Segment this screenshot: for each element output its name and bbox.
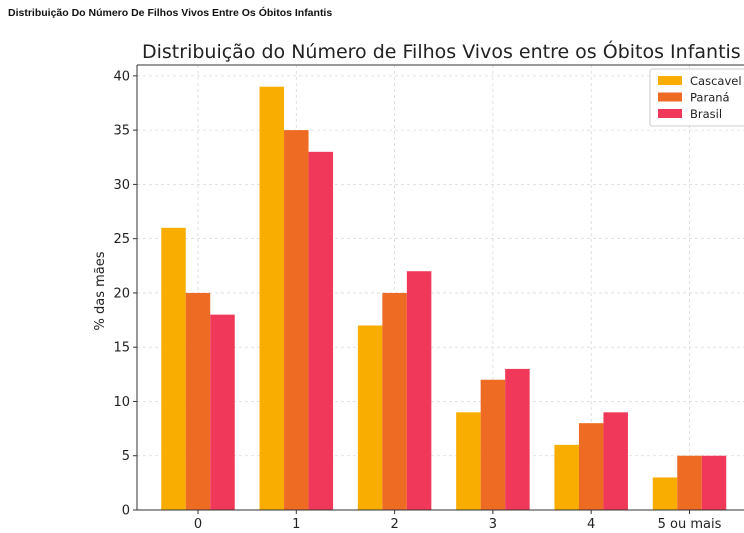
legend-label: Brasil xyxy=(690,107,722,121)
bar-paran--1 xyxy=(284,130,309,510)
legend-label: Cascavel xyxy=(690,74,742,88)
bars xyxy=(161,86,727,511)
bar-brasil-5-ou-mais xyxy=(701,455,727,510)
legend-label: Paraná xyxy=(690,91,730,105)
page-header: Distribuição Do Número De Filhos Vivos E… xyxy=(8,7,333,19)
axes: 0 5 10 15 20 25 30 35 40 0 1 2 3 4 5 ou mais xyxy=(113,64,744,532)
y-axis-label: % das mães xyxy=(93,251,108,330)
y-tick-label: 20 xyxy=(113,286,130,301)
x-tick-label: 0 xyxy=(194,517,202,532)
bar-paran--5-ou-mais xyxy=(677,455,702,510)
x-tick-label: 5 ou mais xyxy=(658,517,722,532)
x-tick-label: 3 xyxy=(489,517,497,532)
legend-swatch xyxy=(658,92,682,102)
bar-paran--3 xyxy=(480,379,506,510)
bar-brasil-4 xyxy=(603,412,628,510)
bar-paran--4 xyxy=(578,423,604,510)
y-tick-label: 40 xyxy=(113,69,130,84)
bar-paran--0 xyxy=(185,292,211,510)
bar-cascavel-0 xyxy=(161,227,186,510)
x-tick-label: 4 xyxy=(587,517,595,532)
bar-paran--2 xyxy=(382,292,407,510)
y-tick-label: 30 xyxy=(113,178,130,193)
y-tick-label: 25 xyxy=(113,232,130,247)
y-tick-label: 0 xyxy=(122,504,130,519)
y-tick-label: 35 xyxy=(113,124,130,139)
bar-brasil-3 xyxy=(505,368,530,510)
bar-cascavel-5-ou-mais xyxy=(652,477,678,510)
x-tick-label: 1 xyxy=(292,517,300,532)
chart-title: Distribuição do Número de Filhos Vivos e… xyxy=(142,39,741,63)
bar-brasil-2 xyxy=(406,271,432,510)
legend-swatch xyxy=(658,109,682,118)
y-tick-label: 10 xyxy=(113,395,130,410)
bar-cascavel-3 xyxy=(456,412,481,510)
bar-brasil-1 xyxy=(308,151,334,510)
bar-cascavel-1 xyxy=(259,86,285,511)
legend: Cascavel Paraná Brasil xyxy=(649,68,744,127)
y-tick-label: 15 xyxy=(113,341,130,356)
x-tick-label: 2 xyxy=(390,517,398,532)
bar-cascavel-4 xyxy=(554,444,579,510)
bar-brasil-0 xyxy=(210,314,235,510)
y-tick-label: 5 xyxy=(122,449,130,464)
legend-swatch xyxy=(658,76,682,85)
bar-cascavel-2 xyxy=(357,325,383,510)
